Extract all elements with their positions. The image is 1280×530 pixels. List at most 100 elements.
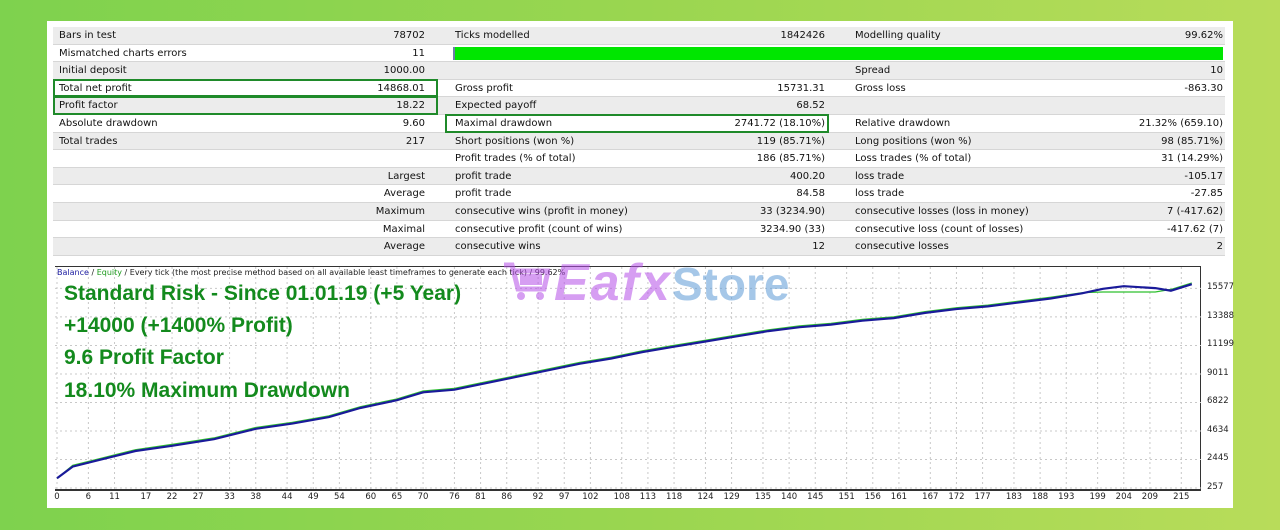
y-tick-label: 2445 bbox=[1207, 453, 1229, 464]
y-tick-label: 6822 bbox=[1207, 396, 1229, 407]
x-tick-label: 102 bbox=[582, 492, 599, 502]
stats-row: Maximal consecutive profit (count of wins… bbox=[53, 221, 1225, 239]
stat-value: Largest bbox=[387, 170, 425, 182]
stat-label: consecutive loss (count of losses) bbox=[855, 223, 1024, 235]
stat-value: 400.20 bbox=[790, 170, 825, 182]
chart-method-text: / Every tick (the most precise method ba… bbox=[121, 268, 566, 277]
stats-row: Profit trades (% of total) 186 (85.71%) Lo… bbox=[53, 150, 1225, 168]
x-tick-label: 97 bbox=[558, 492, 570, 502]
x-tick-label: 113 bbox=[639, 492, 657, 502]
y-tick-label: 15577 bbox=[1207, 282, 1235, 293]
legend-equity: Equity bbox=[96, 268, 122, 277]
x-tick-label: 44 bbox=[281, 492, 293, 502]
x-tick-label: 76 bbox=[449, 492, 460, 502]
stat-label: consecutive losses bbox=[855, 241, 949, 253]
stat-value: 10 bbox=[1210, 65, 1223, 77]
x-tick-label: 124 bbox=[697, 492, 714, 502]
legend-separator: / bbox=[88, 268, 97, 277]
stat-value: -863.30 bbox=[1184, 82, 1223, 94]
stat-value: 99.62% bbox=[1184, 30, 1223, 41]
x-tick-label: 38 bbox=[250, 492, 262, 502]
x-tick-label: 22 bbox=[166, 492, 178, 502]
stat-value: 7 (-417.62) bbox=[1167, 205, 1223, 217]
y-tick-label: 13388 bbox=[1207, 310, 1235, 321]
x-tick-label: 92 bbox=[532, 492, 544, 502]
y-tick-label: 9011 bbox=[1207, 367, 1229, 378]
stat-value: 3234.90 (33) bbox=[759, 223, 825, 235]
stats-row: Maximum consecutive wins (profit in money… bbox=[53, 202, 1225, 221]
x-tick-label: 129 bbox=[723, 492, 740, 502]
stat-value: 68.52 bbox=[796, 100, 825, 112]
x-tick-label: 161 bbox=[890, 492, 908, 502]
stats-row: Bars in test 78702 Ticks modelled 1842426 Mo… bbox=[53, 27, 1225, 45]
stat-label: Bars in test bbox=[59, 30, 116, 41]
stat-label: consecutive wins (profit in money) bbox=[455, 205, 628, 217]
x-tick-label: 118 bbox=[665, 492, 683, 502]
x-tick-label: 0 bbox=[54, 492, 60, 502]
x-tick-label: 81 bbox=[475, 492, 486, 502]
stat-label: consecutive profit (count of wins) bbox=[455, 223, 623, 235]
stat-label: Relative drawdown bbox=[855, 117, 951, 129]
stats-row: Mismatched charts errors 11 bbox=[53, 45, 1225, 63]
stat-label: Ticks modelled bbox=[455, 30, 530, 41]
stats-row: Initial deposit 1000.00 Spread 10 bbox=[53, 62, 1225, 80]
x-tick-label: 151 bbox=[838, 492, 855, 502]
x-tick-label: 27 bbox=[192, 492, 204, 502]
x-tick-label: 199 bbox=[1089, 492, 1106, 502]
stat-value: -105.17 bbox=[1184, 170, 1223, 182]
x-tick-label: 204 bbox=[1115, 492, 1132, 502]
legend-balance: Balance bbox=[57, 268, 89, 277]
stats-row: Average consecutive wins 12 consecutive los… bbox=[53, 238, 1225, 256]
stat-value: Maximum bbox=[375, 205, 425, 217]
stat-label: Loss trades (% of total) bbox=[855, 153, 972, 165]
chart-header: Balance / Equity / Every tick (the most … bbox=[57, 268, 565, 277]
stat-value: 2 bbox=[1216, 241, 1223, 253]
stat-value: 33 (3234.90) bbox=[759, 205, 825, 217]
series-equity bbox=[56, 282, 1192, 479]
y-tick-label: 4634 bbox=[1207, 424, 1229, 435]
x-tick-label: 183 bbox=[1005, 492, 1023, 502]
stat-label: Profit factor bbox=[59, 100, 118, 112]
stat-label: profit trade bbox=[455, 170, 512, 182]
x-tick-label: 193 bbox=[1058, 492, 1075, 502]
stat-value: 1842426 bbox=[780, 30, 825, 41]
stat-label: Expected payoff bbox=[455, 100, 537, 112]
chart-plot bbox=[55, 267, 1201, 490]
x-tick-label: 33 bbox=[224, 492, 235, 502]
stat-label: loss trade bbox=[855, 170, 905, 182]
stat-value: 15731.31 bbox=[777, 82, 825, 94]
x-tick-label: 215 bbox=[1173, 492, 1190, 502]
stat-label: Maximal drawdown bbox=[455, 117, 553, 129]
stat-value: 119 (85.71%) bbox=[756, 135, 825, 147]
strategy-tester-report: Bars in test 78702 Ticks modelled 1842426 Mo… bbox=[47, 21, 1235, 508]
x-tick-label: 172 bbox=[948, 492, 965, 502]
stat-label: Gross profit bbox=[455, 82, 513, 94]
x-tick-label: 167 bbox=[922, 492, 939, 502]
stat-value: 31 (14.29%) bbox=[1161, 153, 1223, 165]
x-tick-label: 188 bbox=[1031, 492, 1049, 502]
overlay-drawdown-line: 18.10% Maximum Drawdown bbox=[64, 379, 350, 402]
stat-value: 98 (85.71%) bbox=[1161, 135, 1223, 147]
stat-value: 11 bbox=[412, 47, 425, 59]
x-tick-label: 145 bbox=[807, 492, 824, 502]
stats-row: Absolute drawdown 9.60 Maximal drawdown 274… bbox=[53, 115, 1225, 133]
stat-label: Spread bbox=[855, 65, 891, 77]
stat-value: 186 (85.71%) bbox=[756, 153, 825, 165]
x-tick-label: 177 bbox=[974, 492, 991, 502]
stat-label: Long positions (won %) bbox=[855, 135, 972, 147]
x-tick-label: 135 bbox=[754, 492, 772, 502]
x-tick-label: 86 bbox=[501, 492, 513, 502]
y-tick-label: 11199 bbox=[1207, 339, 1235, 350]
x-tick-label: 6 bbox=[85, 492, 92, 502]
stat-value: 9.60 bbox=[402, 117, 425, 129]
stat-label: consecutive losses (loss in money) bbox=[855, 205, 1029, 217]
x-tick-label: 11 bbox=[109, 492, 120, 502]
y-tick-label: 257 bbox=[1207, 482, 1224, 492]
stat-label: consecutive wins bbox=[455, 241, 541, 253]
x-tick-label: 108 bbox=[613, 492, 630, 502]
stat-value: 21.32% (659.10) bbox=[1138, 117, 1223, 129]
stat-label: loss trade bbox=[855, 188, 905, 200]
stat-value: 217 bbox=[405, 135, 425, 147]
stat-value: -417.62 (7) bbox=[1167, 223, 1223, 235]
stat-value: 78702 bbox=[393, 30, 425, 41]
